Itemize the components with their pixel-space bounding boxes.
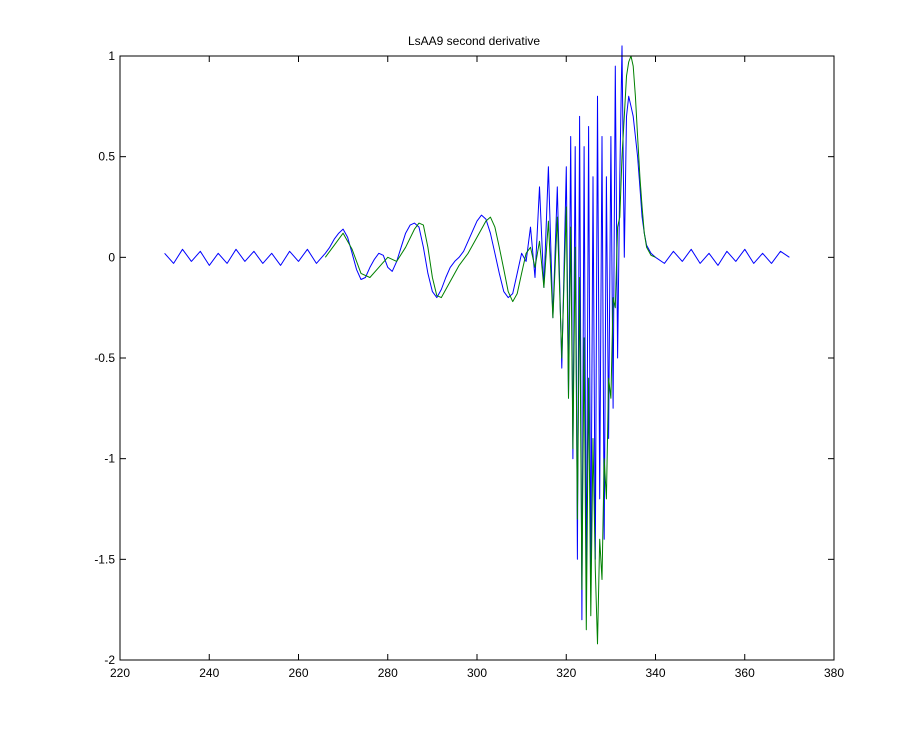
- x-tick-label: 260: [288, 666, 308, 680]
- y-tick-label: -1.5: [94, 552, 115, 566]
- series-line-1: [164, 45, 790, 621]
- x-axis-ticks: 220 240 260 280 300 320 340 360 380: [110, 56, 844, 680]
- y-tick-label: 0.5: [98, 150, 115, 164]
- plot-area: [120, 56, 834, 660]
- series-layer: [164, 45, 790, 645]
- y-tick-label: -2: [104, 653, 115, 667]
- y-tick-label: 0: [108, 250, 115, 264]
- x-tick-label: 380: [824, 666, 844, 680]
- x-tick-label: 320: [556, 666, 576, 680]
- x-tick-label: 240: [199, 666, 219, 680]
- x-tick-label: 220: [110, 666, 130, 680]
- series-line-2: [324, 55, 656, 645]
- x-tick-label: 300: [467, 666, 487, 680]
- y-tick-label: -0.5: [94, 351, 115, 365]
- x-tick-label: 360: [735, 666, 755, 680]
- y-tick-label: -1: [104, 452, 115, 466]
- y-tick-label: 1: [108, 49, 115, 63]
- y-axis-ticks: 1 0.5 0 -0.5 -1 -1.5 -2: [94, 49, 834, 667]
- chart-title: LsAA9 second derivative: [408, 34, 540, 48]
- x-tick-label: 340: [645, 666, 665, 680]
- x-tick-label: 280: [378, 666, 398, 680]
